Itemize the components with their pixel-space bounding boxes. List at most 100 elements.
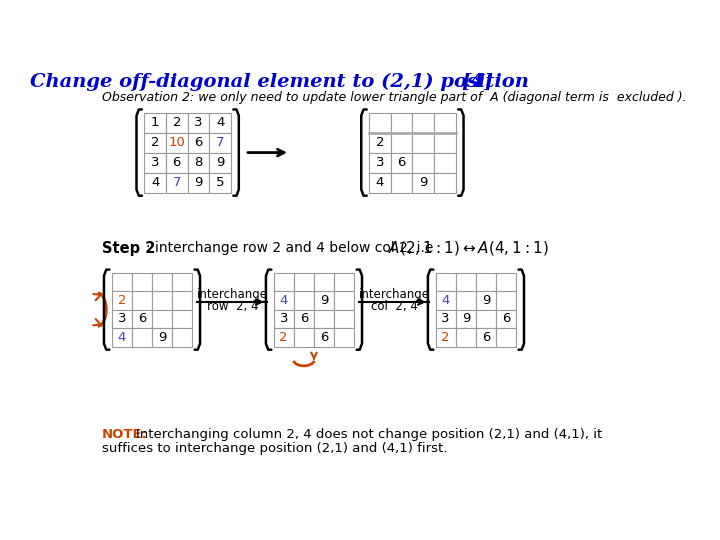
- Text: 6: 6: [320, 331, 328, 344]
- Text: 6: 6: [502, 313, 510, 326]
- Bar: [456, 273, 476, 291]
- Text: 7: 7: [173, 176, 181, 189]
- Text: NOTE:: NOTE:: [102, 428, 148, 441]
- Text: 2: 2: [117, 294, 126, 307]
- Bar: [112, 328, 132, 347]
- Bar: [132, 328, 152, 347]
- Text: Observation 2: we only need to update lower triangle part of  A (diagonal term i: Observation 2: we only need to update lo…: [102, 91, 686, 104]
- Bar: [294, 309, 314, 328]
- Text: 9: 9: [462, 313, 470, 326]
- Text: 4: 4: [151, 176, 159, 189]
- Bar: [144, 132, 166, 153]
- Bar: [434, 132, 456, 153]
- Bar: [476, 309, 496, 328]
- Bar: [166, 173, 188, 193]
- Bar: [391, 153, 413, 173]
- Bar: [434, 173, 456, 193]
- Bar: [144, 153, 166, 173]
- Bar: [112, 309, 132, 328]
- Text: 2: 2: [441, 331, 450, 344]
- Text: interchange: interchange: [197, 288, 268, 301]
- Text: 4: 4: [117, 331, 126, 344]
- Text: 3: 3: [194, 116, 203, 129]
- Bar: [334, 273, 354, 291]
- Text: 10: 10: [168, 136, 185, 149]
- Text: interchange: interchange: [359, 288, 430, 301]
- Text: 2: 2: [151, 136, 159, 149]
- Text: 4: 4: [376, 176, 384, 189]
- Text: 6: 6: [482, 331, 490, 344]
- Bar: [210, 132, 231, 153]
- Text: row  2, 4: row 2, 4: [207, 300, 258, 313]
- Bar: [314, 291, 334, 309]
- Bar: [456, 328, 476, 347]
- Text: 2: 2: [173, 116, 181, 129]
- Bar: [294, 291, 314, 309]
- Bar: [152, 291, 172, 309]
- Bar: [314, 273, 334, 291]
- Bar: [314, 328, 334, 347]
- Bar: [369, 173, 391, 193]
- Bar: [334, 291, 354, 309]
- Bar: [334, 309, 354, 328]
- Bar: [188, 173, 210, 193]
- Bar: [274, 328, 294, 347]
- Bar: [132, 273, 152, 291]
- Text: Step 2: Step 2: [102, 240, 155, 255]
- Text: 9: 9: [194, 176, 203, 189]
- Text: 9: 9: [419, 176, 428, 189]
- Bar: [334, 328, 354, 347]
- Text: Change off-diagonal element to (2,1) position: Change off-diagonal element to (2,1) pos…: [30, 72, 529, 91]
- Bar: [496, 291, 516, 309]
- Bar: [413, 173, 434, 193]
- Bar: [166, 132, 188, 153]
- Bar: [436, 309, 456, 328]
- Bar: [210, 112, 231, 132]
- Bar: [166, 112, 188, 132]
- Text: Interchanging column 2, 4 does not change position (2,1) and (4,1), it: Interchanging column 2, 4 does not chang…: [136, 428, 602, 441]
- Bar: [436, 291, 456, 309]
- Text: $A(2,1:1)\leftrightarrow A(4,1:1)$: $A(2,1:1)\leftrightarrow A(4,1:1)$: [388, 239, 549, 257]
- Text: 6: 6: [194, 136, 203, 149]
- Bar: [112, 291, 132, 309]
- Bar: [172, 291, 192, 309]
- Text: 3: 3: [279, 313, 288, 326]
- Bar: [152, 309, 172, 328]
- Text: [4]: [4]: [462, 73, 494, 91]
- Text: 7: 7: [216, 136, 225, 149]
- Bar: [144, 173, 166, 193]
- Bar: [210, 153, 231, 173]
- Bar: [476, 273, 496, 291]
- Text: 8: 8: [194, 156, 203, 169]
- Text: : interchange row 2 and 4 below col 2, i.e: : interchange row 2 and 4 below col 2, i…: [145, 241, 433, 255]
- Bar: [369, 112, 391, 132]
- Text: suffices to interchange position (2,1) and (4,1) first.: suffices to interchange position (2,1) a…: [102, 442, 447, 455]
- Text: 2: 2: [376, 136, 384, 149]
- Text: 5: 5: [216, 176, 225, 189]
- Bar: [436, 273, 456, 291]
- Bar: [132, 291, 152, 309]
- Bar: [496, 273, 516, 291]
- Bar: [188, 112, 210, 132]
- Bar: [294, 273, 314, 291]
- Text: 6: 6: [397, 156, 406, 169]
- Bar: [210, 173, 231, 193]
- Bar: [188, 132, 210, 153]
- Bar: [294, 328, 314, 347]
- Text: 4: 4: [441, 294, 450, 307]
- Bar: [314, 309, 334, 328]
- Text: 6: 6: [300, 313, 308, 326]
- Text: 9: 9: [482, 294, 490, 307]
- Text: 9: 9: [216, 156, 225, 169]
- Bar: [172, 328, 192, 347]
- Bar: [413, 112, 434, 132]
- Bar: [188, 153, 210, 173]
- Bar: [132, 309, 152, 328]
- Text: col  2, 4: col 2, 4: [371, 300, 418, 313]
- Text: 2: 2: [279, 331, 288, 344]
- Bar: [166, 153, 188, 173]
- Bar: [456, 309, 476, 328]
- Bar: [391, 132, 413, 153]
- Bar: [391, 173, 413, 193]
- Bar: [369, 153, 391, 173]
